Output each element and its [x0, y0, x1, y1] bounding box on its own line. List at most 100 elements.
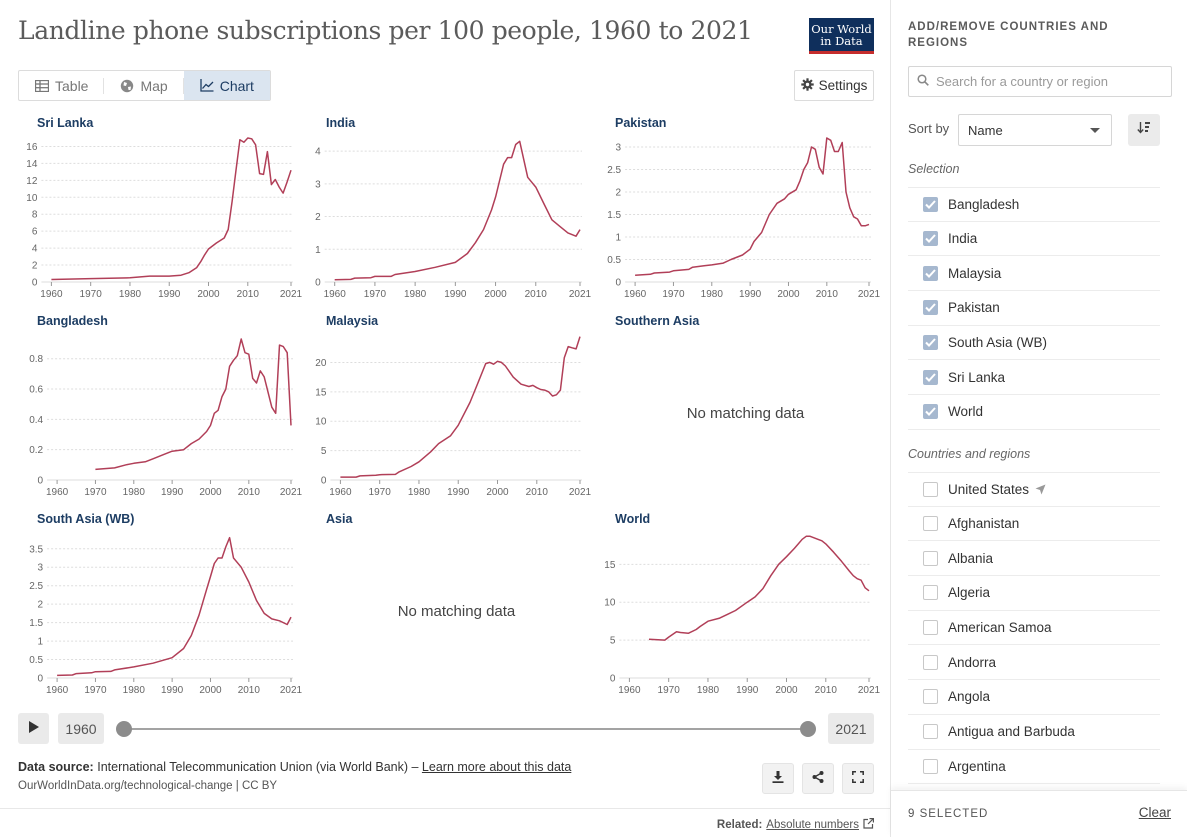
selected-count: 9 SELECTED [908, 808, 989, 820]
play-button[interactable] [18, 713, 49, 744]
entity-selector-sidebar: ADD/REMOVE COUNTRIES AND REGIONS Sort by… [890, 0, 1187, 837]
timeline-track[interactable] [124, 728, 808, 730]
checkbox-unchecked[interactable] [923, 481, 938, 497]
checkbox-unchecked[interactable] [923, 654, 938, 670]
entity-row[interactable]: South Asia (WB) [908, 326, 1160, 361]
entity-row[interactable]: American Samoa [908, 611, 1160, 646]
checkbox-checked[interactable] [923, 196, 938, 212]
search-icon [917, 74, 929, 89]
tab-table[interactable]: Table [19, 71, 105, 100]
chart-panel: Pakistan 0 0.5 1 1.5 2 2.5 3 1960 1970 1980 1990 200… [607, 116, 880, 300]
x-tick-label: 1980 [119, 289, 142, 300]
timeline-start-handle[interactable] [116, 721, 132, 737]
search-input[interactable] [936, 74, 1156, 89]
checkbox-unchecked[interactable] [923, 516, 938, 532]
entity-row[interactable]: Angola [908, 680, 1160, 715]
x-tick-label: 2000 [777, 289, 800, 300]
share-button[interactable] [802, 763, 834, 794]
timeline-end-year[interactable]: 2021 [828, 713, 874, 744]
checkbox-checked[interactable] [923, 335, 938, 351]
tab-map-label: Map [140, 77, 168, 94]
entity-row[interactable]: Antigua and Barbuda [908, 715, 1160, 750]
related-absolute-numbers-link[interactable]: Absolute numbers [766, 819, 859, 831]
entity-row[interactable]: Afghanistan [908, 507, 1160, 542]
owid-logo[interactable]: Our World in Data [809, 18, 874, 54]
y-tick-label: 1 [38, 637, 44, 648]
download-button[interactable] [762, 763, 794, 794]
x-tick-label: 1980 [123, 487, 146, 498]
y-tick-label: 0.6 [29, 385, 43, 396]
x-tick-label: 1990 [161, 685, 184, 696]
checkmark-icon [925, 338, 936, 348]
entity-row[interactable]: Algeria [908, 576, 1160, 611]
clear-button[interactable]: Clear [1138, 805, 1171, 820]
x-tick-label: 1960 [46, 487, 69, 498]
y-tick-label: 0 [315, 278, 321, 289]
checkbox-unchecked[interactable] [923, 585, 938, 601]
checkbox-checked[interactable] [923, 404, 938, 420]
entity-row[interactable]: Argentina [908, 750, 1160, 785]
entity-label: Pakistan [948, 300, 1000, 316]
table-icon [35, 79, 49, 92]
x-tick-label: 2021 [858, 685, 881, 696]
checkbox-unchecked[interactable] [923, 758, 938, 774]
x-tick-label: 1990 [158, 289, 181, 300]
checkbox-checked[interactable] [923, 265, 938, 281]
x-tick-label: 1970 [658, 685, 681, 696]
y-tick-label: 15 [315, 387, 327, 398]
panel-title: Sri Lanka [37, 116, 94, 130]
checkmark-icon [925, 269, 936, 278]
external-link-icon [863, 818, 874, 832]
entity-row[interactable]: United States [908, 472, 1160, 507]
y-tick-label: 0 [32, 278, 38, 289]
tab-chart[interactable]: Chart [183, 71, 270, 100]
series-line [57, 536, 292, 677]
x-tick-label: 1990 [444, 289, 467, 300]
chart-panel: Asia No matching data [326, 512, 516, 620]
timeline-end-handle[interactable] [800, 721, 816, 737]
search-field[interactable] [908, 66, 1172, 97]
y-tick-label: 10 [26, 193, 38, 204]
checkbox-checked[interactable] [923, 300, 938, 316]
x-tick-label: 1980 [697, 685, 720, 696]
entity-row[interactable]: Bangladesh [908, 187, 1160, 222]
x-tick-label: 1990 [447, 487, 470, 498]
logo-line-1: Our World [811, 22, 872, 36]
fullscreen-button[interactable] [842, 763, 874, 794]
x-tick-label: 1970 [84, 685, 107, 696]
line-chart-icon [200, 79, 214, 92]
sidebar-heading: ADD/REMOVE COUNTRIES AND REGIONS [908, 21, 1109, 49]
entity-label: Algeria [948, 585, 991, 601]
y-tick-label: 2 [315, 212, 321, 223]
checkbox-checked[interactable] [923, 369, 938, 385]
chart-panel: World 0 5 10 15 1960 1970 1980 1990 2000 2010 2021 [604, 512, 880, 696]
sort-select[interactable]: Name [958, 114, 1112, 146]
entity-row[interactable]: Malaysia [908, 256, 1160, 292]
tab-map[interactable]: Map [104, 71, 184, 100]
x-tick-label: 2010 [237, 289, 260, 300]
y-tick-label: 0 [38, 674, 44, 685]
chart-panel: India 0 1 2 3 4 1960 1970 1980 1990 2000 2010 2021 [315, 116, 591, 300]
x-tick-label: 2000 [197, 289, 220, 300]
panel-title: World [615, 512, 650, 526]
sort-order-button[interactable] [1128, 114, 1160, 146]
checkbox-unchecked[interactable] [923, 620, 938, 636]
timeline-start-year[interactable]: 1960 [58, 713, 104, 744]
x-tick-label: 2021 [569, 487, 592, 498]
checkbox-checked[interactable] [923, 231, 938, 247]
checkbox-unchecked[interactable] [923, 724, 938, 740]
entity-row[interactable]: India [908, 222, 1160, 257]
y-tick-label: 1.5 [607, 210, 621, 221]
entity-row[interactable]: Andorra [908, 645, 1160, 681]
entity-row[interactable]: World [908, 395, 1160, 430]
entity-label: American Samoa [948, 620, 1052, 636]
checkbox-unchecked[interactable] [923, 689, 938, 705]
entity-label: Afghanistan [948, 516, 1020, 532]
settings-button[interactable]: Settings [794, 70, 874, 101]
entity-row[interactable]: Albania [908, 541, 1160, 577]
entity-row[interactable]: Pakistan [908, 291, 1160, 326]
entity-row[interactable]: Sri Lanka [908, 360, 1160, 396]
learn-more-link[interactable]: Learn more about this data [421, 760, 572, 774]
x-tick-label: 1970 [369, 487, 392, 498]
checkbox-unchecked[interactable] [923, 550, 938, 566]
